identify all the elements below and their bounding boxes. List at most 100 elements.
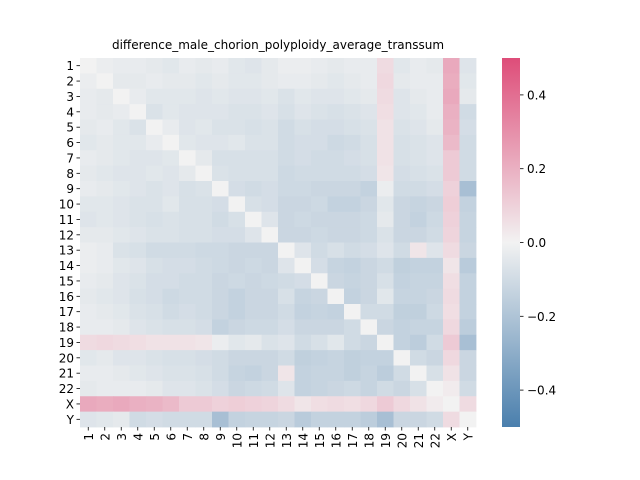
heatmap-cell	[426, 365, 444, 382]
heatmap-cell	[129, 181, 147, 197]
heatmap-cell	[459, 211, 477, 228]
heatmap-cell	[360, 380, 378, 397]
heatmap-cell	[162, 288, 180, 305]
heatmap-cell	[195, 196, 213, 213]
heatmap-cell	[195, 365, 213, 382]
heatmap-cell	[459, 304, 477, 320]
heatmap-cell	[179, 411, 196, 428]
heatmap-cell	[426, 104, 444, 120]
heatmap-cell	[278, 73, 295, 90]
heatmap-cell	[245, 365, 262, 382]
heatmap-cell	[344, 73, 361, 90]
heatmap-cell	[327, 119, 345, 136]
heatmap-cell	[410, 150, 427, 167]
heatmap-cell	[443, 134, 460, 151]
heatmap-cell	[410, 181, 427, 197]
heatmap-cell	[261, 319, 279, 336]
heatmap-cell	[228, 134, 246, 151]
heatmap-cell	[294, 319, 312, 336]
heatmap-cell	[113, 104, 130, 120]
heatmap-cell	[212, 304, 229, 320]
heatmap-cell	[261, 211, 279, 228]
heatmap-cell	[146, 73, 163, 90]
heatmap-cell	[80, 350, 97, 366]
heatmap-cell	[443, 58, 460, 74]
heatmap-cell	[113, 304, 130, 320]
heatmap-cell	[360, 288, 378, 305]
heatmap-cell	[146, 304, 163, 320]
heatmap-cell	[179, 396, 196, 413]
heatmap-cell	[162, 181, 180, 197]
heatmap-cell	[377, 119, 394, 136]
heatmap-cell	[80, 150, 97, 167]
heatmap-cell	[80, 319, 97, 336]
heatmap-cell	[426, 134, 444, 151]
heatmap-cell	[228, 196, 246, 213]
heatmap-cell	[377, 334, 394, 351]
heatmap-cell	[344, 273, 361, 290]
heatmap-cell	[113, 196, 130, 213]
heatmap-cell	[410, 165, 427, 182]
heatmap-cell	[113, 350, 130, 366]
column-label: 17	[346, 433, 360, 448]
heatmap-cell	[311, 257, 328, 274]
heatmap-cell	[228, 88, 246, 105]
column-label: 4	[131, 433, 145, 441]
heatmap-cell	[261, 273, 279, 290]
heatmap-cell	[327, 73, 345, 90]
heatmap-cell	[96, 104, 114, 120]
column-label: 15	[313, 433, 327, 448]
row-label: 22	[59, 382, 74, 396]
column-label: 11	[247, 433, 261, 448]
heatmap-cell	[129, 411, 147, 428]
heatmap-cell	[228, 104, 246, 120]
heatmap-cell	[294, 257, 312, 274]
heatmap-cell	[410, 88, 427, 105]
heatmap-cell	[245, 396, 262, 413]
heatmap-cell	[278, 334, 295, 351]
heatmap-cell	[278, 227, 295, 243]
heatmap-cell	[228, 380, 246, 397]
heatmap-cell	[360, 319, 378, 336]
heatmap-cell	[443, 227, 460, 243]
row-label: 7	[66, 151, 74, 165]
heatmap-cell	[360, 150, 378, 167]
heatmap-cell	[228, 119, 246, 136]
colorbar-tick-label: −0.2	[527, 310, 556, 324]
heatmap-cell	[459, 134, 477, 151]
heatmap-cell	[459, 58, 477, 74]
heatmap-cell	[278, 58, 295, 74]
heatmap-cell	[278, 396, 295, 413]
heatmap-cell	[410, 350, 427, 366]
heatmap-cell	[96, 134, 114, 151]
heatmap-cell	[377, 396, 394, 413]
heatmap-cell	[113, 73, 130, 90]
heatmap-cell	[459, 411, 477, 428]
heatmap-cell	[96, 242, 114, 259]
heatmap-cell	[129, 73, 147, 90]
heatmap-cell	[443, 334, 460, 351]
heatmap-cell	[377, 165, 394, 182]
heatmap-cell	[96, 380, 114, 397]
heatmap-cell	[344, 380, 361, 397]
column-label: 22	[428, 433, 442, 448]
heatmap-cell	[96, 304, 114, 320]
heatmap-cell	[162, 242, 180, 259]
heatmap-cell	[146, 350, 163, 366]
heatmap-cell	[327, 58, 345, 74]
heatmap-cell	[360, 411, 378, 428]
heatmap-cell	[129, 396, 147, 413]
heatmap-cell	[179, 134, 196, 151]
heatmap-cell	[377, 104, 394, 120]
heatmap-cell	[459, 257, 477, 274]
heatmap-cell	[294, 211, 312, 228]
heatmap-cell	[327, 334, 345, 351]
heatmap-cell	[278, 257, 295, 274]
heatmap-cell	[113, 181, 130, 197]
heatmap-cell	[360, 181, 378, 197]
heatmap-cell	[113, 119, 130, 136]
heatmap-cell	[278, 88, 295, 105]
heatmap-cell	[344, 58, 361, 74]
heatmap-cell	[179, 88, 196, 105]
column-label: 14	[296, 433, 310, 448]
